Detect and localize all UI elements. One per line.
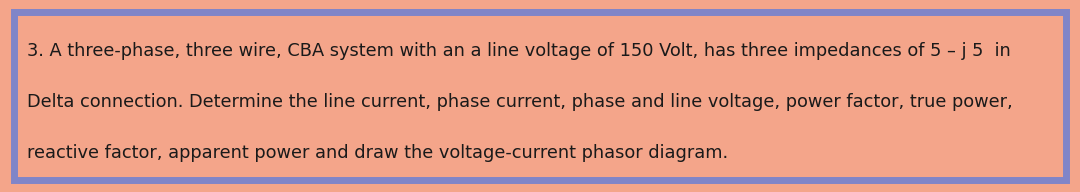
Text: reactive factor, apparent power and draw the voltage-current phasor diagram.: reactive factor, apparent power and draw… [27, 144, 728, 162]
FancyBboxPatch shape [14, 12, 1066, 180]
Text: Delta connection. Determine the line current, phase current, phase and line volt: Delta connection. Determine the line cur… [27, 93, 1013, 111]
Text: 3. A three-phase, three wire, CBA system with an a line voltage of 150 Volt, has: 3. A three-phase, three wire, CBA system… [27, 42, 1011, 60]
